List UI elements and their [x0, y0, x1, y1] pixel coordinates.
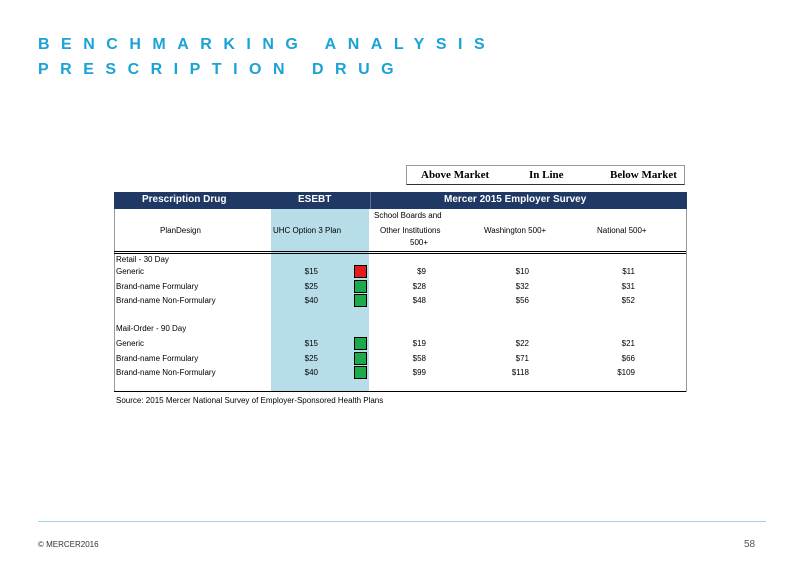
status-indicator-above: [354, 265, 367, 278]
school-value: $28: [412, 281, 426, 291]
school-value: $19: [412, 339, 426, 348]
table-header-bar: Prescription Drug ESEBT Mercer 2015 Empl…: [114, 192, 687, 209]
uhc-value: $25: [304, 353, 318, 363]
source-note: Source: 2015 Mercer National Survey of E…: [116, 396, 384, 405]
table-bottom-rule: [114, 391, 686, 392]
status-indicator-below: [354, 337, 367, 350]
header-rule-double: [114, 253, 686, 254]
header-esebt: ESEBT: [298, 194, 332, 205]
footer-divider: [38, 521, 766, 522]
header-divider: [370, 192, 371, 209]
col-header-school-line2: Other Institutions: [380, 226, 441, 235]
status-indicator-below: [354, 366, 367, 379]
washington-value: $10: [515, 267, 529, 276]
school-value: $99: [412, 368, 426, 377]
national-value: $31: [621, 281, 635, 291]
washington-value: $22: [515, 339, 529, 348]
status-indicator-below: [354, 279, 367, 293]
col-header-school-line1: School Boards and: [374, 211, 442, 220]
uhc-value: $40: [304, 296, 318, 305]
row-label: Generic: [116, 267, 145, 276]
page-title: BENCHMARKING ANALYSIS: [38, 36, 497, 53]
row-label: Brand-name Formulary: [116, 353, 199, 363]
legend-above-market: Above Market: [421, 169, 490, 181]
col-header-school-line3: 500+: [410, 238, 429, 247]
national-value: $21: [621, 339, 635, 348]
col-header-uhc: UHC Option 3 Plan: [273, 226, 342, 235]
header-prescription-drug: Prescription Drug: [142, 194, 227, 205]
washington-value: $71: [515, 353, 529, 363]
table-border-left: [114, 192, 115, 392]
section-label: Retail - 30 Day: [116, 255, 169, 264]
page-number: 58: [744, 539, 756, 550]
col-header-national: National 500+: [597, 226, 647, 235]
page-subtitle: PRESCRIPTION DRUG: [38, 61, 406, 78]
washington-value: $56: [515, 296, 529, 305]
row-label: Generic: [116, 339, 145, 348]
legend-in-line: In Line: [529, 169, 564, 181]
uhc-value: $40: [304, 368, 318, 377]
school-value: $9: [417, 267, 426, 276]
status-indicator-below: [354, 294, 367, 307]
col-header-plan-design: PlanDesign: [160, 226, 201, 235]
header-mercer-survey: Mercer 2015 Employer Survey: [444, 194, 587, 205]
copyright: © MERCER2016: [38, 540, 99, 549]
market-legend: Above Market In Line Below Market: [406, 165, 685, 185]
uhc-value: $15: [304, 267, 318, 276]
header-rule: [114, 251, 686, 252]
row-label: Brand-name Formulary: [116, 281, 199, 291]
national-value: $11: [622, 267, 635, 276]
national-value: $52: [621, 296, 635, 305]
status-indicator-below: [354, 351, 367, 365]
uhc-value: $25: [304, 281, 318, 291]
washington-value: $32: [515, 281, 529, 291]
legend-below-market: Below Market: [610, 169, 677, 181]
school-value: $48: [412, 296, 426, 305]
row-label: Brand-name Non-Formulary: [116, 368, 216, 377]
national-value: $66: [621, 353, 635, 363]
school-value: $58: [412, 353, 426, 363]
section-label: Mail-Order - 90 Day: [116, 324, 187, 333]
uhc-value: $15: [304, 339, 318, 348]
washington-value: $118: [511, 368, 529, 377]
row-label: Brand-name Non-Formulary: [116, 296, 216, 305]
national-value: $109: [617, 368, 635, 377]
table-border-right: [686, 192, 687, 392]
col-header-washington: Washington 500+: [484, 226, 547, 235]
uhc-column-highlight: [271, 209, 369, 391]
